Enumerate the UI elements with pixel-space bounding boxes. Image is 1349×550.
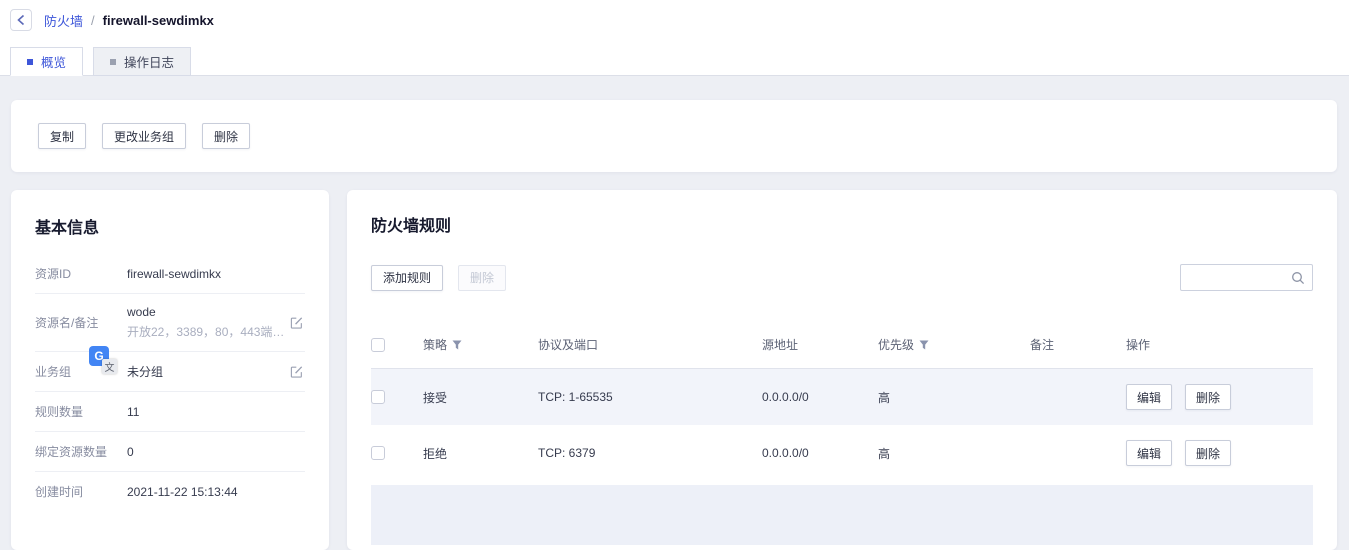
edit-rule-button[interactable]: 编辑 <box>1126 440 1173 466</box>
info-label: 资源名/备注 <box>35 316 99 330</box>
page-header: 防火墙 / firewall-sewdimkx 概览 操作日志 <box>0 0 1349 76</box>
header-protocol-port: 协议及端口 <box>538 338 599 352</box>
info-label: 规则数量 <box>35 405 84 419</box>
select-all-checkbox[interactable] <box>371 337 385 352</box>
cell-protocol-port: TCP: 6379 <box>538 446 596 460</box>
tab-bullet-icon <box>27 58 33 65</box>
basic-info-panel: 基本信息 资源ID firewall-sewdimkx 资源名/备注 wode … <box>11 190 329 550</box>
basic-info-rows: 资源ID firewall-sewdimkx 资源名/备注 wode 开放22，… <box>35 254 305 511</box>
info-note: 开放22，3389，80，443端口... <box>127 325 287 339</box>
header-actions: 操作 <box>1126 338 1151 352</box>
rules-search-box <box>1180 264 1313 291</box>
edit-icon[interactable] <box>290 316 303 329</box>
breadcrumb-current: firewall-sewdimkx <box>102 12 214 28</box>
info-row-business-group: 业务组 未分组 <box>35 352 305 392</box>
tab-bar: 概览 操作日志 <box>10 47 201 76</box>
tab-overview[interactable]: 概览 <box>10 47 84 76</box>
info-row-bound-resource-count: 绑定资源数量 0 <box>35 432 305 472</box>
add-rule-button[interactable]: 添加规则 <box>371 264 444 291</box>
firewall-rules-panel: 防火墙规则 添加规则 删除 策略 协议及端口 源地址 优先级 <box>347 190 1337 550</box>
info-label: 资源ID <box>35 267 72 281</box>
back-button[interactable] <box>10 9 32 31</box>
breadcrumb: 防火墙 / firewall-sewdimkx <box>10 9 214 31</box>
header-policy: 策略 <box>423 338 448 352</box>
copy-button[interactable]: 复制 <box>38 123 87 149</box>
info-row-name-remark: 资源名/备注 wode 开放22，3389，80，443端口... <box>35 294 305 352</box>
google-translate-icon[interactable]: G 文 <box>89 346 117 374</box>
info-value: 11 <box>127 404 140 419</box>
edit-rule-button[interactable]: 编辑 <box>1126 384 1173 410</box>
edit-icon[interactable] <box>290 365 303 378</box>
delete-rule-button[interactable]: 删除 <box>458 264 507 291</box>
table-row-partial <box>371 485 1313 545</box>
table-header-row: 策略 协议及端口 源地址 优先级 备注 操作 <box>371 321 1313 369</box>
info-row-resource-id: 资源ID firewall-sewdimkx <box>35 254 305 294</box>
header-remark: 备注 <box>1030 338 1055 352</box>
row-checkbox[interactable] <box>371 390 385 404</box>
info-label: 业务组 <box>35 365 72 379</box>
cell-protocol-port: TCP: 1-65535 <box>538 390 613 404</box>
search-icon[interactable] <box>1291 271 1305 285</box>
table-row: 接受 TCP: 1-65535 0.0.0.0/0 高 编辑 删除 <box>371 369 1313 425</box>
table-row: 拒绝 TCP: 6379 0.0.0.0/0 高 编辑 删除 <box>371 425 1313 481</box>
cell-priority: 高 <box>878 390 891 405</box>
action-bar-card: 复制 更改业务组 删除 <box>11 100 1337 172</box>
breadcrumb-parent-link[interactable]: 防火墙 <box>44 13 84 29</box>
info-value: firewall-sewdimkx <box>127 266 222 281</box>
header-priority: 优先级 <box>878 338 915 352</box>
delete-rule-button[interactable]: 删除 <box>1185 384 1232 410</box>
row-checkbox[interactable] <box>371 446 385 460</box>
firewall-rules-title: 防火墙规则 <box>371 218 452 235</box>
change-business-group-button[interactable]: 更改业务组 <box>102 123 187 149</box>
info-value: wode <box>127 305 156 319</box>
info-row-create-time: 创建时间 2021-11-22 15:13:44 <box>35 472 305 511</box>
cell-policy: 接受 <box>423 390 448 405</box>
info-value: 未分组 <box>127 365 164 379</box>
info-label: 绑定资源数量 <box>35 445 108 459</box>
info-value: 2021-11-22 15:13:44 <box>127 484 238 499</box>
chevron-left-icon <box>17 14 25 26</box>
search-input[interactable] <box>1181 265 1312 290</box>
info-row-rule-count: 规则数量 11 <box>35 392 305 432</box>
rules-table: 策略 协议及端口 源地址 优先级 备注 操作 接受 TCP: 1-65535 0… <box>371 321 1313 545</box>
cell-source: 0.0.0.0/0 <box>762 446 809 460</box>
filter-icon[interactable] <box>452 340 462 350</box>
cell-source: 0.0.0.0/0 <box>762 390 809 404</box>
info-value: 0 <box>127 444 134 459</box>
cell-policy: 拒绝 <box>423 446 448 461</box>
tab-operation-log[interactable]: 操作日志 <box>93 47 192 76</box>
delete-rule-button[interactable]: 删除 <box>1185 440 1232 466</box>
header-source: 源地址 <box>762 338 799 352</box>
cell-priority: 高 <box>878 446 891 461</box>
tab-bullet-icon <box>110 58 117 65</box>
rules-toolbar: 添加规则 删除 <box>371 264 1313 291</box>
info-label: 创建时间 <box>35 485 84 499</box>
delete-firewall-button[interactable]: 删除 <box>202 123 251 149</box>
tab-label: 概览 <box>41 56 67 70</box>
basic-info-title: 基本信息 <box>35 220 100 237</box>
breadcrumb-separator: / <box>91 12 95 28</box>
tab-label: 操作日志 <box>124 56 175 70</box>
filter-icon[interactable] <box>919 340 929 350</box>
